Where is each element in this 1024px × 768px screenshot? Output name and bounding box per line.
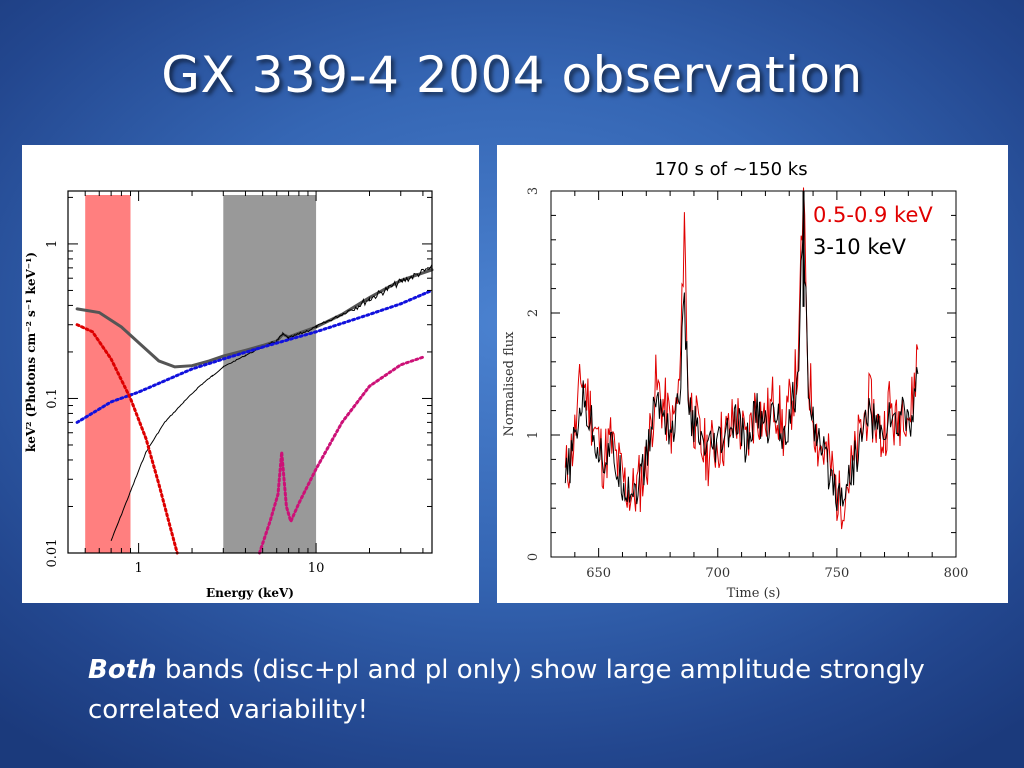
shaded-band-1	[223, 195, 317, 553]
slide-title: GX 339-4 2004 observation	[161, 46, 863, 104]
spectrum-x-tick-label-1: 10	[308, 561, 325, 576]
lightcurve-y-tick-label-3: 3	[526, 187, 541, 195]
lightcurve-y-tick-label-0: 0	[526, 553, 541, 561]
shaded-band-0	[85, 195, 131, 553]
spectrum-y-tick-label-1: 0.1	[45, 388, 60, 409]
caption-text: bands (disc+pl and pl only) show large a…	[88, 655, 925, 725]
lightcurve-chart: 170 s of ~150 ks 650 700 750 800 0 1 2 3 Time (…	[502, 159, 969, 601]
lightcurve-series-1	[564, 221, 919, 511]
lightcurve-y-tick-label-1: 1	[526, 431, 541, 439]
lightcurve-title: 170 s of ~150 ks	[654, 159, 807, 180]
lightcurve-x-tick-label-0: 650	[586, 566, 611, 581]
spectrum-series-0	[75, 268, 434, 369]
spectrum-x-axis-label: Energy (keV)	[206, 586, 294, 600]
spectrum-chart: 1 10 0.01 0.1 1 Energy (keV) keV² (Photons c…	[24, 190, 434, 600]
spectrum-chart-panel: 1 10 0.01 0.1 1 Energy (keV) keV² (Photons c…	[22, 145, 479, 603]
spectrum-y-tick-label-2: 1	[45, 240, 60, 248]
lightcurve-chart-panel: 170 s of ~150 ks 650 700 750 800 0 1 2 3 Time (…	[497, 145, 1008, 603]
spectrum-x-tick-label-0: 1	[134, 561, 142, 576]
legend-soft-band: 0.5-0.9 keV	[813, 203, 933, 227]
spectrum-y-tick-label-0: 0.01	[45, 539, 60, 568]
spectrum-series-3	[75, 323, 179, 555]
lightcurve-y-axis-label: Normalised flux	[502, 331, 517, 437]
lightcurve-x-tick-label-2: 750	[824, 566, 849, 581]
spectrum-series-4	[258, 355, 425, 555]
spectrum-plot-frame	[67, 190, 433, 554]
legend-hard-band: 3-10 keV	[813, 235, 907, 259]
lightcurve-y-tick-label-2: 2	[526, 309, 541, 317]
slide-caption: Both bands (disc+pl and pl only) show la…	[88, 650, 968, 730]
lightcurve-x-tick-label-1: 700	[705, 566, 730, 581]
lightcurve-plot-frame	[550, 190, 957, 558]
lightcurve-x-tick-label-3: 800	[944, 566, 969, 581]
spectrum-series-1	[110, 264, 433, 541]
spectrum-y-axis-label: keV² (Photons cm⁻² s⁻¹ keV⁻¹)	[24, 252, 38, 452]
lightcurve-x-axis-label: Time (s)	[727, 586, 781, 601]
spectrum-series-2	[75, 288, 434, 424]
caption-emphasis: Both	[88, 655, 157, 685]
